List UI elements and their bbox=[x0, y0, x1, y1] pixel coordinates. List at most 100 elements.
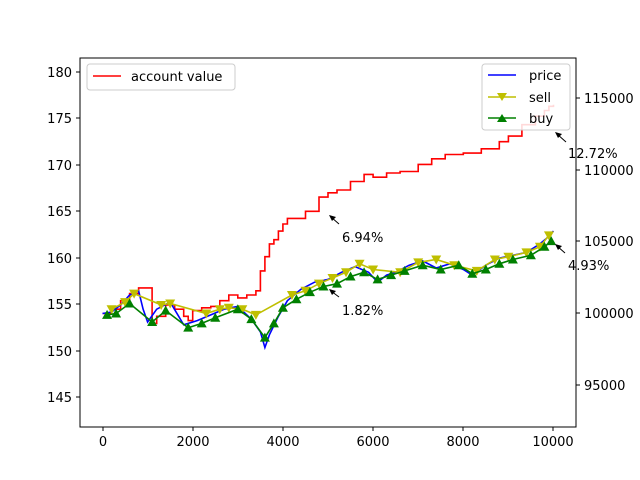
y-left-tick-label: 145 bbox=[47, 391, 72, 406]
buy-marker bbox=[435, 264, 446, 274]
x-tick-label: 10000 bbox=[532, 435, 573, 450]
plot-area bbox=[102, 104, 557, 351]
y-left-tick-label: 180 bbox=[47, 66, 72, 81]
sell-marker bbox=[129, 289, 140, 299]
axes-frame bbox=[79, 57, 577, 428]
buy-marker bbox=[160, 305, 171, 315]
annotation-label: 4.93% bbox=[568, 259, 609, 274]
legend-label-buy: buy bbox=[529, 112, 553, 127]
x-tick-label: 2000 bbox=[176, 435, 209, 450]
y-left-tick-label: 160 bbox=[47, 252, 72, 267]
buy-marker bbox=[525, 250, 536, 260]
buy-marker bbox=[417, 260, 428, 270]
legend-marker-sell bbox=[497, 93, 507, 101]
buy-marker bbox=[507, 254, 518, 264]
sell-marker bbox=[534, 242, 545, 252]
y-right-tick-label: 115000 bbox=[584, 92, 634, 107]
buy-marker bbox=[183, 322, 194, 332]
sell-marker bbox=[214, 305, 225, 315]
sell-marker bbox=[354, 259, 365, 269]
y-right-tick-label: 95000 bbox=[584, 379, 625, 394]
x-tick-label: 0 bbox=[99, 435, 107, 450]
buy-marker bbox=[399, 265, 410, 275]
sell-marker bbox=[368, 265, 379, 275]
annotation-arrow-head bbox=[555, 132, 562, 138]
sell-marker bbox=[120, 298, 131, 308]
buy-marker bbox=[539, 241, 550, 251]
buy-marker bbox=[246, 314, 257, 324]
x-tick-label: 8000 bbox=[446, 435, 479, 450]
sell-marker bbox=[489, 255, 500, 265]
buy-marker bbox=[259, 332, 270, 342]
annotation-arrow-head bbox=[329, 289, 336, 295]
y-axis-left: 145 150 155 160 165 170 175 180 bbox=[47, 66, 80, 406]
sell-marker bbox=[250, 310, 261, 320]
buy-marker bbox=[111, 308, 122, 318]
sell-marker bbox=[300, 286, 311, 296]
sell-marker bbox=[237, 305, 248, 315]
y-right-tick-label: 100000 bbox=[584, 307, 634, 322]
legend-label-price: price bbox=[529, 69, 561, 84]
buy-marker bbox=[372, 274, 383, 284]
buy-marker bbox=[102, 309, 113, 319]
buy-marker bbox=[196, 318, 207, 328]
x-axis: 0 2000 4000 6000 8000 10000 bbox=[99, 427, 574, 450]
series-line-account-value bbox=[102, 104, 555, 325]
legend-frame bbox=[86, 63, 236, 91]
annotations: 12.72% 6.94% 4.93% 1.82% bbox=[329, 132, 618, 319]
legend-right: price sell buy bbox=[481, 63, 571, 131]
y-right-tick-label: 105000 bbox=[584, 235, 634, 250]
legend-label-account-value: account value bbox=[131, 70, 222, 85]
annotation-label: 12.72% bbox=[568, 147, 618, 162]
buy-marker bbox=[277, 302, 288, 312]
annotation-arrow-head bbox=[329, 215, 336, 221]
legend-frame bbox=[481, 63, 571, 131]
legend-marker-buy bbox=[497, 114, 507, 122]
sell-marker bbox=[471, 266, 482, 276]
sell-marker bbox=[431, 255, 442, 265]
y-right-tick-label: 110000 bbox=[584, 164, 634, 179]
sell-marker bbox=[521, 248, 532, 258]
buy-marker bbox=[494, 258, 505, 268]
series-line-buy bbox=[106, 240, 552, 340]
y-left-tick-label: 175 bbox=[47, 112, 72, 127]
buy-marker bbox=[304, 287, 315, 297]
sell-marker bbox=[313, 279, 324, 289]
legend-left: account value bbox=[86, 63, 236, 91]
buy-marker bbox=[386, 270, 397, 280]
legend-label-sell: sell bbox=[529, 91, 551, 106]
y-left-tick-label: 170 bbox=[47, 159, 72, 174]
sell-marker bbox=[156, 300, 167, 310]
sell-marker bbox=[327, 273, 338, 283]
sell-marker bbox=[413, 258, 424, 268]
sell-marker bbox=[341, 268, 352, 278]
y-left-tick-label: 150 bbox=[47, 345, 72, 360]
buy-marker bbox=[147, 316, 158, 326]
buy-marker bbox=[318, 281, 329, 291]
sell-marker bbox=[106, 305, 117, 315]
buy-marker bbox=[332, 278, 343, 288]
y-left-tick-label: 165 bbox=[47, 205, 72, 220]
buy-marker bbox=[453, 260, 464, 270]
buy-marker bbox=[268, 318, 279, 328]
buy-marker bbox=[232, 304, 243, 314]
sell-marker bbox=[223, 303, 234, 313]
buy-marker bbox=[345, 271, 356, 281]
sell-marker bbox=[503, 252, 514, 262]
x-tick-label: 4000 bbox=[266, 435, 299, 450]
buy-marker bbox=[467, 268, 478, 278]
sell-marker bbox=[201, 309, 212, 319]
x-tick-label: 6000 bbox=[356, 435, 389, 450]
sell-marker bbox=[543, 231, 554, 241]
y-left-tick-label: 155 bbox=[47, 298, 72, 313]
y-axis-right: 95000 100000 105000 110000 115000 bbox=[576, 92, 634, 394]
sell-marker bbox=[286, 291, 297, 301]
sell-marker bbox=[165, 299, 176, 309]
annotation-arrow-head bbox=[555, 244, 562, 250]
annotation-label: 1.82% bbox=[342, 304, 383, 319]
annotation-label: 6.94% bbox=[342, 231, 383, 246]
buy-marker bbox=[480, 264, 491, 274]
buy-marker bbox=[210, 312, 221, 322]
buy-marker bbox=[124, 298, 135, 308]
